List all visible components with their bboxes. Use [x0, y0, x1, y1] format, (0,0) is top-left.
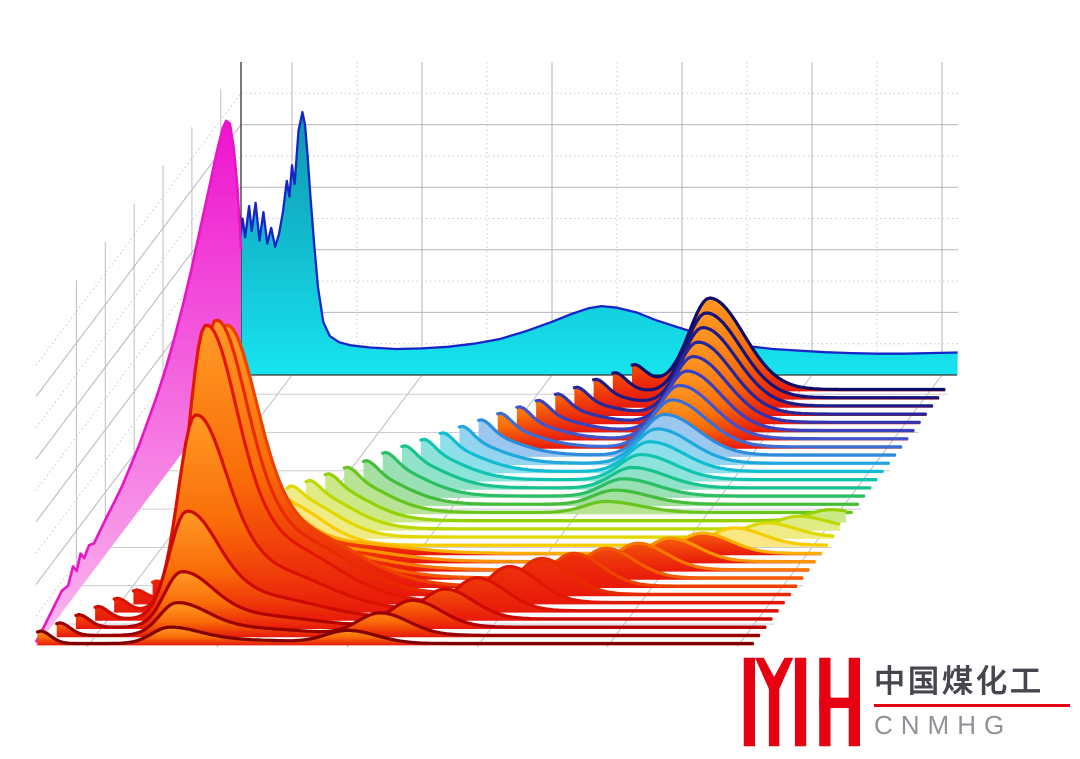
- em-series-440: [400, 444, 872, 490]
- emission-waterfall: [35, 296, 946, 646]
- em-series-510: [534, 369, 915, 433]
- em-series-460: [438, 431, 884, 474]
- em-series-500: [515, 383, 909, 441]
- em-series-470: [457, 424, 890, 466]
- em-series-270: [74, 570, 767, 629]
- em-series-280: [93, 509, 773, 621]
- watermark-logo: 中国煤化工 CNMHG: [740, 646, 1078, 758]
- em-series-410: [342, 465, 853, 515]
- em-series-420: [361, 459, 860, 507]
- watermark-en-text: CNMHG: [874, 709, 1013, 740]
- em-series-430: [381, 450, 866, 498]
- em-series-490: [496, 398, 903, 449]
- em-series-260: [55, 601, 761, 638]
- em-series-480: [477, 412, 897, 457]
- watermark-divider: [874, 703, 1070, 707]
- watermark-cn-text: 中国煤化工: [874, 663, 1044, 699]
- em-series-400: [323, 472, 847, 523]
- cnmhg-logo-icon: [743, 657, 860, 747]
- watermark-text-block: 中国煤化工 CNMHG: [874, 663, 1070, 740]
- em-series-450: [419, 437, 878, 482]
- em-series-250: [35, 625, 755, 646]
